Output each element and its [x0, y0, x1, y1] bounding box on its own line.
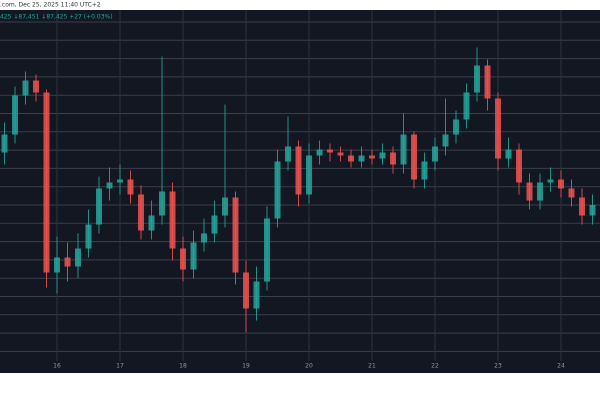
x-tick-label: 24: [557, 363, 565, 370]
candle-body: [390, 152, 396, 165]
x-tick-label: 18: [179, 363, 187, 370]
candle-body: [85, 224, 92, 249]
candle-body: [474, 65, 480, 93]
candle-body: [453, 119, 459, 135]
x-tick-label: 16: [53, 363, 61, 370]
candle-body: [243, 272, 249, 309]
candle-body: [516, 149, 522, 183]
candle-body: [201, 233, 207, 243]
x-tick-label: 21: [368, 363, 376, 370]
candle-body: [285, 146, 291, 162]
candle-body: [33, 80, 39, 93]
candle-body: [274, 161, 281, 219]
candle-body: [484, 65, 491, 99]
candle-body: [75, 248, 81, 267]
candle-body: [295, 146, 302, 195]
candle-body: [337, 152, 344, 156]
candle-body: [253, 281, 260, 309]
candle-body: [148, 215, 155, 231]
candle-body: [96, 188, 102, 225]
candle-body: [432, 146, 438, 162]
candle-body: [348, 155, 354, 162]
candle-body: [558, 179, 564, 189]
x-tick-label: 19: [242, 363, 250, 370]
candle-body: [159, 191, 165, 216]
candle-body: [64, 257, 71, 267]
candle-body: [117, 179, 123, 183]
candle-body: [526, 182, 533, 201]
candle-body: [180, 248, 186, 270]
candle-body: [421, 161, 428, 180]
candle-body: [589, 205, 596, 216]
candle-body: [127, 179, 134, 195]
candle-body: [54, 257, 60, 273]
candle-body: [505, 149, 512, 159]
candle-body: [190, 242, 197, 270]
candle-body: [579, 197, 585, 216]
ohlc-readout: 425 ↓87,451 ↓87,425 +27 (+0.03%): [0, 14, 113, 21]
candle-body: [222, 197, 228, 216]
candle-body: [379, 152, 386, 159]
candle-body: [264, 218, 270, 282]
candle-body: [358, 155, 365, 162]
candle-body: [169, 191, 176, 249]
x-tick-label: 17: [116, 363, 124, 370]
candle-body: [369, 155, 375, 159]
candle-body: [327, 149, 333, 153]
candle-body: [211, 215, 218, 234]
candle-body: [1, 134, 8, 153]
candle-body: [547, 179, 554, 183]
candle-body: [442, 134, 449, 147]
candle-body: [537, 182, 543, 201]
candle-body: [316, 149, 323, 156]
x-tick-label: 23: [494, 363, 502, 370]
candle-body: [12, 95, 18, 135]
candle-body: [463, 92, 470, 120]
candle-body: [138, 194, 144, 231]
chart-title: .com, Dec 25, 2025 11:40 UTC+2: [0, 2, 101, 9]
candle-body: [22, 80, 29, 96]
x-tick-label: 22: [431, 363, 439, 370]
candle-body: [495, 98, 501, 159]
candle-body: [306, 155, 312, 195]
candle-body: [411, 134, 417, 180]
candle-body: [568, 188, 575, 198]
candle-body: [106, 182, 113, 189]
candle-body: [400, 134, 407, 165]
candles: [1, 47, 596, 333]
candle-body: [232, 197, 239, 273]
x-tick-label: 20: [305, 363, 313, 370]
candle-body: [43, 92, 50, 273]
